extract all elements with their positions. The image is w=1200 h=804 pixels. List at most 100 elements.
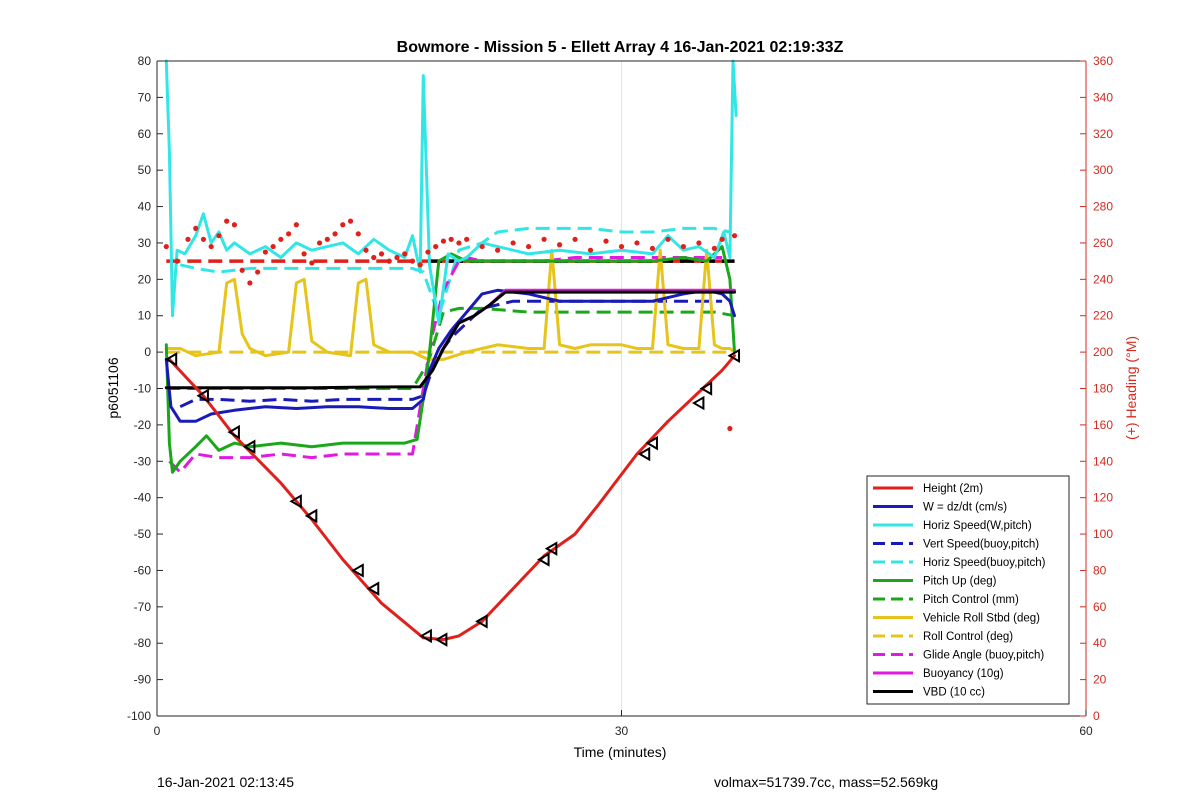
y2-tick-label: 0 — [1093, 709, 1100, 723]
heading-point — [572, 236, 578, 242]
y2-tick-label: 100 — [1093, 527, 1113, 541]
y-tick-label: 10 — [138, 309, 152, 323]
y-tick-label: -50 — [134, 527, 152, 541]
triangle-marker — [227, 424, 240, 440]
series-layer — [164, 59, 738, 642]
heading-point — [425, 249, 431, 255]
legend-box — [866, 475, 1070, 705]
legend: Height (2m) W = dz/dt (cm/s) Horiz Speed(W… — [866, 475, 1070, 705]
heading-point — [316, 240, 323, 246]
heading-point — [340, 222, 346, 228]
heading-point — [262, 249, 268, 255]
y-tick-label: 0 — [144, 345, 151, 359]
legend-label: Vehicle Roll Stbd (deg) — [923, 613, 1040, 625]
heading-point — [378, 251, 385, 257]
triangle-marker — [637, 446, 651, 462]
heading-point — [510, 240, 516, 246]
heading-point — [394, 254, 400, 261]
heading-point — [464, 236, 470, 242]
heading-point — [208, 243, 214, 250]
y-tick-label: 50 — [138, 163, 152, 177]
heading-point — [363, 247, 369, 253]
legend-label: Horiz Speed(W,pitch) — [923, 520, 1032, 532]
heading-point — [665, 236, 671, 242]
heading-point — [719, 236, 725, 242]
legend-label: Horiz Speed(buoy,pitch) — [923, 557, 1046, 569]
heading-point — [456, 240, 462, 246]
heading-point — [247, 280, 253, 286]
heading-point — [324, 236, 330, 242]
chart-title: Bowmore - Mission 5 - Ellett Array 4 16-… — [397, 39, 844, 56]
y2-tick-label: 80 — [1093, 563, 1107, 577]
heading-point — [433, 243, 439, 250]
triangle-marker — [699, 381, 713, 396]
y2-tick-label: 220 — [1093, 309, 1113, 323]
series-line-0 — [167, 354, 736, 642]
x-tick-label: 30 — [615, 724, 629, 738]
y-tick-label: 80 — [138, 54, 152, 68]
series-line-1 — [164, 288, 736, 423]
y-tick-label: -90 — [134, 673, 152, 687]
y-tick-label: -100 — [127, 709, 151, 723]
heading-point — [440, 238, 447, 244]
legend-label: Pitch Control (mm) — [923, 594, 1019, 606]
heading-point — [711, 245, 718, 252]
series-line-2 — [164, 59, 738, 325]
heading-point — [448, 236, 454, 242]
series-line-7 — [164, 248, 736, 361]
y2-tick-label: 260 — [1093, 236, 1113, 250]
heading-point — [402, 251, 408, 257]
y-tick-label: -20 — [134, 418, 152, 432]
y2-tick-label: 360 — [1093, 54, 1113, 68]
y2-tick-label: 20 — [1093, 673, 1107, 687]
heading-point — [200, 236, 207, 242]
y-tick-label: -10 — [134, 382, 152, 396]
legend-label: W = dz/dt (cm/s) — [923, 502, 1007, 514]
legend-label: VBD (10 cc) — [923, 687, 985, 699]
heading-points — [163, 218, 738, 432]
series-line-11 — [164, 290, 736, 390]
y2-tick-label: 280 — [1093, 200, 1113, 214]
triangle-marker — [645, 435, 658, 451]
heading-point — [163, 243, 169, 250]
heading-point — [409, 258, 416, 264]
triangle-marker — [419, 628, 432, 644]
legend-label: Vert Speed(buoy,pitch) — [923, 539, 1039, 551]
triangle-marker — [289, 494, 302, 509]
y2-tick-label: 40 — [1093, 636, 1107, 650]
heading-point — [301, 251, 307, 257]
y2-tick-label: 60 — [1093, 600, 1107, 614]
heading-point — [495, 247, 501, 253]
heading-point — [680, 243, 687, 250]
y-tick-label: -70 — [134, 600, 152, 614]
legend-label: Pitch Up (deg) — [923, 576, 997, 588]
triangle-markers — [164, 348, 741, 647]
x-tick-label: 60 — [1079, 724, 1093, 738]
legend-label: Glide Angle (buoy,pitch) — [923, 650, 1044, 662]
heading-point — [731, 233, 738, 239]
y2-tick-label: 300 — [1093, 163, 1113, 177]
heading-point — [231, 222, 238, 228]
y-tick-label: 20 — [138, 272, 152, 286]
triangle-marker — [537, 552, 550, 567]
triangle-marker — [242, 439, 256, 454]
y-tick-label: -60 — [134, 563, 152, 577]
y2-tick-label: 240 — [1093, 272, 1113, 286]
heading-point — [347, 218, 354, 224]
y2-tick-label: 320 — [1093, 127, 1113, 141]
legend-label: Buoyancy (10g) — [923, 668, 1004, 680]
y-tick-label: -30 — [134, 454, 152, 468]
y2-axis-label: (+) Heading (°M) — [1123, 336, 1139, 440]
heading-point — [355, 231, 361, 237]
footer-right-info: volmax=51739.7cc, mass=52.569kg — [714, 774, 939, 790]
legend-label: Height (2m) — [923, 483, 983, 495]
y2-tick-label: 120 — [1093, 491, 1113, 505]
y-axis-label: p6051106 — [105, 357, 121, 418]
triangle-marker — [304, 508, 318, 524]
y-tick-label: 60 — [138, 127, 152, 141]
heading-point — [603, 238, 609, 244]
triangle-marker — [434, 632, 448, 647]
heading-point — [587, 247, 594, 253]
heading-point — [332, 231, 338, 237]
heading-point — [255, 269, 261, 275]
